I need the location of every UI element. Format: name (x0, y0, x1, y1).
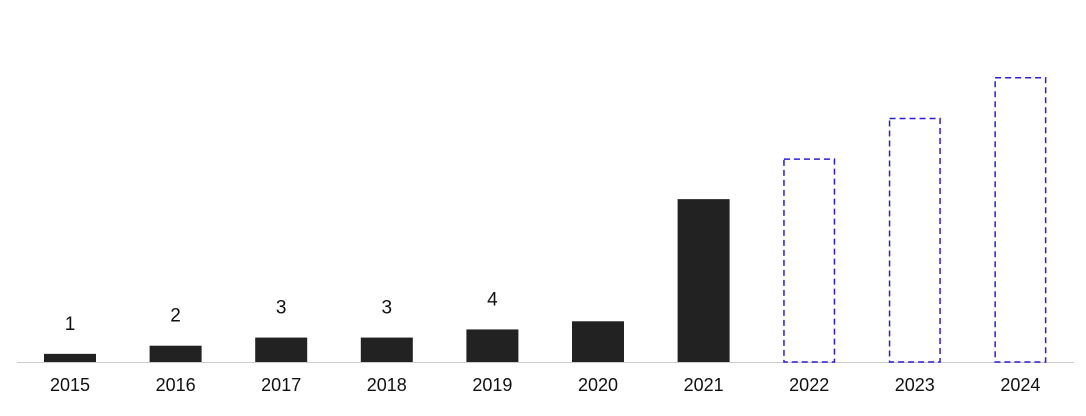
data-label-2019: 4 (487, 289, 498, 310)
x-tick-label-2016: 2016 (156, 375, 196, 395)
bar-2023 (888, 117, 941, 363)
x-tick-label-2021: 2021 (684, 375, 724, 395)
data-label-2018: 3 (382, 298, 393, 319)
data-label-2017: 3 (276, 298, 287, 319)
bar-2020 (572, 321, 624, 362)
bar-2022 (783, 158, 836, 363)
data-labels-group: 1 2 3 3 4 (65, 289, 498, 334)
x-tick-label-2017: 2017 (261, 375, 301, 395)
bar-2021 (677, 199, 730, 362)
x-tick-label-2020: 2020 (578, 375, 618, 395)
data-label-2015: 1 (65, 314, 76, 335)
x-tick-labels-group: 2015 2016 2017 2018 2019 2020 2021 2022 2023 2024 (50, 375, 1040, 395)
bar-2016 (149, 345, 202, 362)
x-tick-label-2018: 2018 (367, 375, 407, 395)
x-tick-label-2015: 2015 (50, 375, 90, 395)
x-tick-label-2022: 2022 (789, 375, 829, 395)
bar-2017 (255, 337, 308, 362)
x-tick-label-2024: 2024 (1000, 375, 1040, 395)
bar-2024 (994, 77, 1047, 363)
bar-2019 (466, 329, 519, 362)
x-tick-label-2023: 2023 (895, 375, 935, 395)
x-tick-label-2019: 2019 (472, 375, 512, 395)
bar-2015 (44, 353, 96, 362)
bar-2018 (360, 337, 413, 362)
bars-group (44, 77, 1047, 363)
data-label-2016: 2 (170, 306, 181, 327)
